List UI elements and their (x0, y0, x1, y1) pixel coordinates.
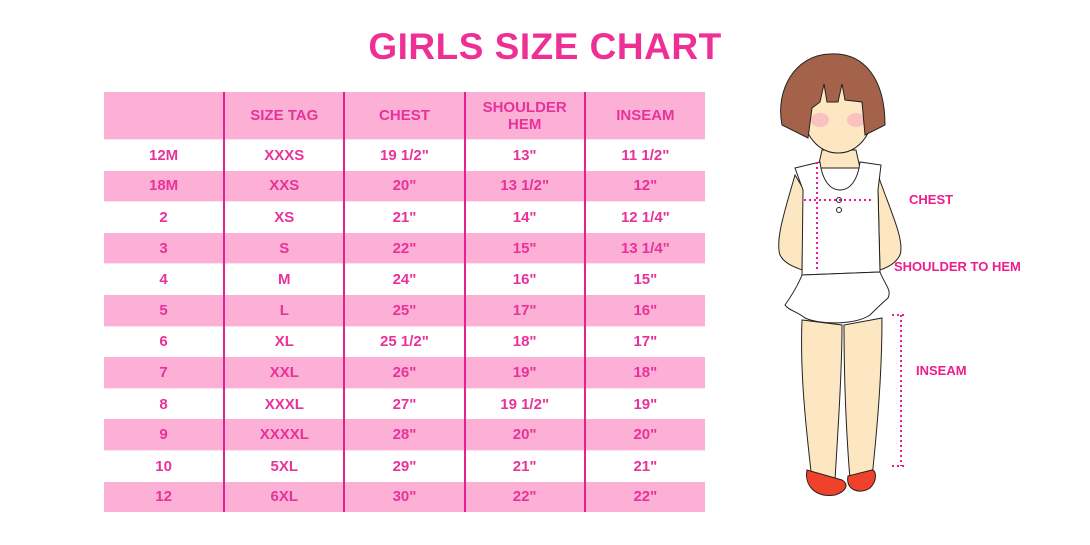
table-row: 3 S 22" 15" 13 1/4" (104, 232, 705, 264)
table-cell: 22" (343, 232, 465, 264)
girl-illustration (778, 53, 906, 496)
table-cell: 13" (463, 138, 585, 171)
table-cell: 13 1/4" (583, 232, 705, 264)
inseam-label: INSEAM (916, 363, 967, 378)
table-cell: 21" (463, 449, 585, 482)
table-cell: 4 (104, 263, 225, 295)
page-title: GIRLS SIZE CHART (368, 26, 722, 67)
table-cell: 27" (343, 387, 465, 420)
table-row: 10 5XL 29" 21" 21" (104, 449, 705, 482)
table-cell: XXXS (223, 138, 345, 171)
table-cell: 8 (104, 387, 225, 420)
table-cell: 6 (104, 325, 225, 358)
table-cell: M (223, 263, 345, 295)
table-row: 12M XXXS 19 1/2" 13" 11 1/2" (104, 138, 705, 171)
table-cell: 2 (104, 201, 225, 233)
table-cell: 20" (583, 419, 705, 451)
table-cell: 18" (583, 357, 705, 389)
table-cell: 12 (104, 481, 225, 513)
table-cell: XXL (223, 357, 345, 389)
table-cell: 20" (343, 170, 465, 202)
table-cell: 11 1/2" (583, 138, 705, 171)
column-header: SIZE TAG (223, 92, 345, 140)
table-cell: 24" (343, 263, 465, 295)
table-row: 18M XXS 20" 13 1/2" 12" (104, 170, 705, 202)
table-cell: 19 1/2" (343, 138, 465, 171)
table-cell: 14" (463, 201, 585, 233)
table-cell: 20" (463, 419, 585, 451)
table-cell: 19 1/2" (463, 387, 585, 420)
table-cell: 15" (463, 232, 585, 264)
table-row: 7 XXL 26" 19" 18" (104, 357, 705, 389)
table-cell: XXXL (223, 387, 345, 420)
table-cell: 18M (104, 170, 225, 202)
table-header-row: SIZE TAG CHEST SHOULDER HEM INSEAM (104, 92, 705, 140)
table-cell: 28" (343, 419, 465, 451)
table-cell: S (223, 232, 345, 264)
table-cell: 15" (583, 263, 705, 295)
table-cell: XL (223, 325, 345, 358)
table-row: 2 XS 21" 14" 12 1/4" (104, 201, 705, 233)
table-cell: 26" (343, 357, 465, 389)
table-row: 9 XXXXL 28" 20" 20" (104, 419, 705, 451)
table-cell: 22" (583, 481, 705, 513)
column-header: INSEAM (583, 92, 705, 140)
table-cell: 10 (104, 449, 225, 482)
table-cell: 22" (463, 481, 585, 513)
column-header: CHEST (343, 92, 465, 140)
table-row: 5 L 25" 17" 16" (104, 294, 705, 327)
table-cell: 30" (343, 481, 465, 513)
table-cell: 7 (104, 357, 225, 389)
table-cell: 12" (583, 170, 705, 202)
table-cell: 19" (463, 357, 585, 389)
table-cell: 29" (343, 449, 465, 482)
table-cell: 6XL (223, 481, 345, 513)
table-cell: 9 (104, 419, 225, 451)
table-cell: 17" (463, 294, 585, 327)
table-row: 12 6XL 30" 22" 22" (104, 481, 705, 513)
table-cell: 13 1/2" (463, 170, 585, 202)
table-cell: 21" (343, 201, 465, 233)
table-cell: 25" (343, 294, 465, 327)
table-cell: 12 1/4" (583, 201, 705, 233)
table-cell: 16" (463, 263, 585, 295)
table-row: 8 XXXL 27" 19 1/2" 19" (104, 387, 705, 420)
table-cell: L (223, 294, 345, 327)
table-cell: XXXXL (223, 419, 345, 451)
size-table: SIZE TAG CHEST SHOULDER HEM INSEAM 12M XXXS 1… (104, 92, 705, 513)
table-cell: 12M (104, 138, 225, 171)
table-cell: 21" (583, 449, 705, 482)
column-header (104, 92, 225, 140)
table-cell: 17" (583, 325, 705, 358)
table-cell: 19" (583, 387, 705, 420)
shoulder-to-hem-label: SHOULDER TO HEM (894, 259, 1021, 274)
table-cell: 3 (104, 232, 225, 264)
table-cell: 5XL (223, 449, 345, 482)
table-cell: 25 1/2" (343, 325, 465, 358)
chest-label: CHEST (909, 192, 954, 207)
table-row: 6 XL 25 1/2" 18" 17" (104, 325, 705, 358)
column-header: SHOULDER HEM (463, 92, 585, 140)
table-row: 4 M 24" 16" 15" (104, 263, 705, 295)
table-cell: 18" (463, 325, 585, 358)
table-cell: XS (223, 201, 345, 233)
table-cell: 5 (104, 294, 225, 327)
table-cell: 16" (583, 294, 705, 327)
table-cell: XXS (223, 170, 345, 202)
